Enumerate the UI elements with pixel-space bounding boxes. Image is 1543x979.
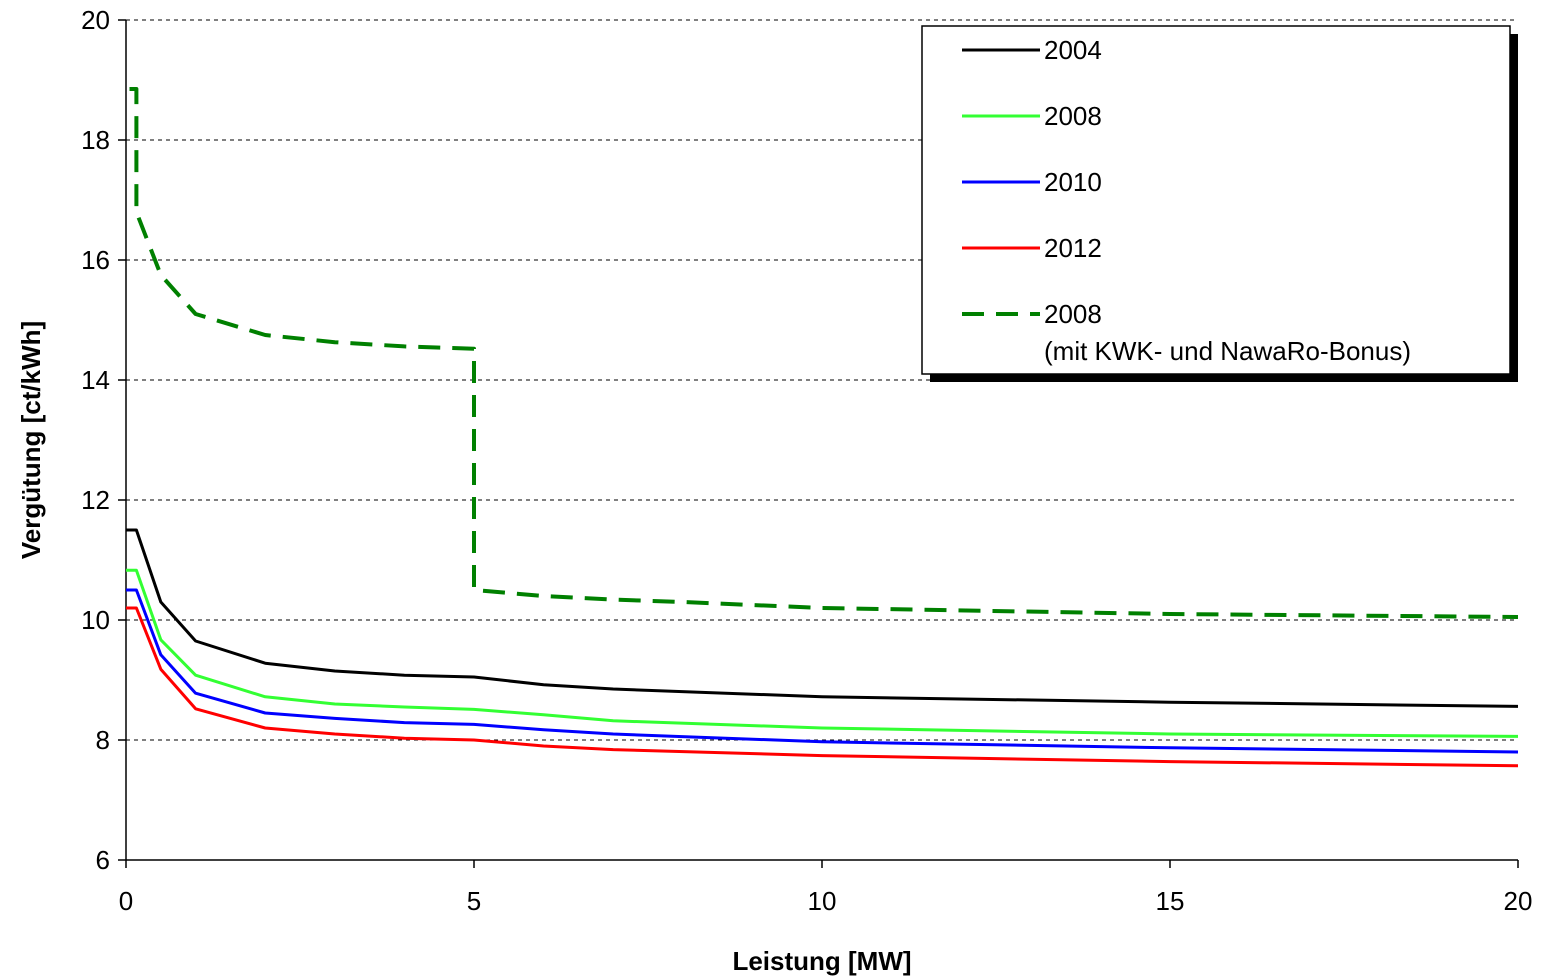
y-tick-label: 16: [81, 245, 110, 275]
y-tick-label: 8: [96, 725, 110, 755]
ticks: 6 8 10 12 14 16 18 20 0 5 10 15 20: [81, 5, 1532, 916]
series-line-2: [126, 588, 1519, 754]
legend-label-4: 2008: [1044, 299, 1102, 329]
legend-label-1: 2008: [1044, 101, 1102, 131]
x-tick-label: 15: [1156, 886, 1185, 916]
x-tick-label: 10: [808, 886, 837, 916]
legend-label-sub-4: (mit KWK- und NawaRo-Bonus): [1044, 336, 1411, 366]
series-line-1: [126, 568, 1519, 738]
legend-box: [921, 25, 1511, 375]
x-tick-label: 0: [119, 886, 133, 916]
legend-label-2: 2010: [1044, 167, 1102, 197]
series-line-3: [126, 606, 1519, 768]
series: [126, 87, 1519, 768]
y-axis-title: Vergütung [ct/kWh]: [16, 321, 46, 559]
legend-label-3: 2012: [1044, 233, 1102, 263]
x-axis-title: Leistung [MW]: [732, 946, 911, 976]
y-tick-label: 6: [96, 845, 110, 875]
series-line-0: [126, 528, 1519, 708]
legend: 2004 2008 2010 2012 2008 (mit KWK- und NawaRo…: [921, 25, 1518, 382]
y-tick-label: 14: [81, 365, 110, 395]
x-tick-label: 5: [467, 886, 481, 916]
y-tick-label: 20: [81, 5, 110, 35]
y-tick-label: 12: [81, 485, 110, 515]
x-tick-label: 20: [1504, 886, 1533, 916]
y-tick-label: 10: [81, 605, 110, 635]
series-line-4: [129, 87, 1519, 619]
legend-label-0: 2004: [1044, 35, 1102, 65]
y-tick-label: 18: [81, 125, 110, 155]
